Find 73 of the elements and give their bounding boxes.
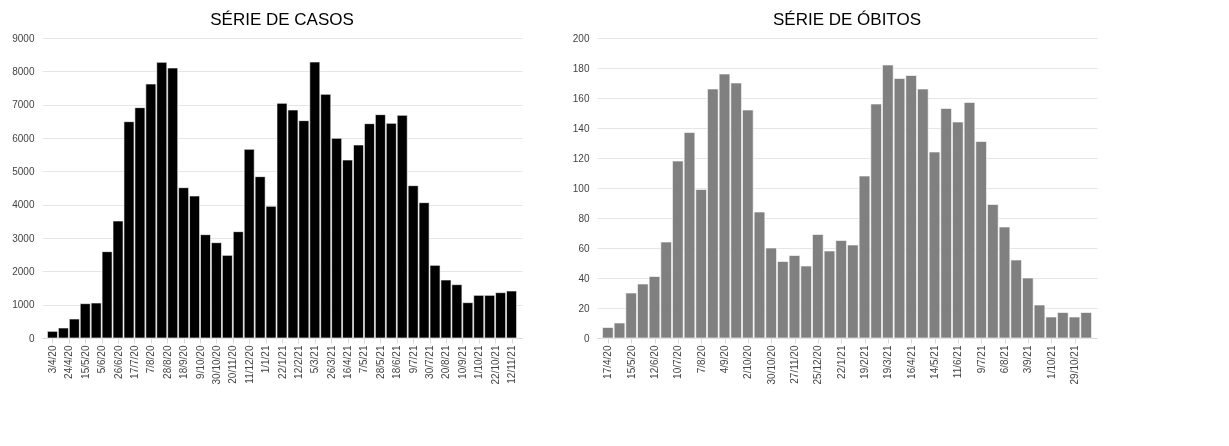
x-tick-label: 19/2/21 bbox=[859, 345, 870, 379]
x-tick-label: 28/8/20 bbox=[161, 345, 173, 379]
x-tick-label: 22/1/21 bbox=[276, 345, 288, 379]
y-tick-label: 40 bbox=[578, 272, 590, 284]
x-tick-label: 17/4/20 bbox=[602, 345, 614, 379]
y-tick-label: 160 bbox=[572, 92, 590, 104]
x-tick-label: 30/7/21 bbox=[424, 345, 436, 379]
x-tick-label: 7/5/21 bbox=[358, 345, 370, 374]
y-tick-label: 5000 bbox=[12, 165, 35, 177]
x-tick-label: 15/5/20 bbox=[79, 345, 91, 379]
y-tick-label: 60 bbox=[578, 242, 590, 254]
y-tick-label: 140 bbox=[572, 122, 590, 134]
y-tick-label: 2000 bbox=[12, 265, 35, 277]
chart-title: SÉRIE DE ÓBITOS bbox=[772, 10, 922, 29]
x-tick-label: 5/3/21 bbox=[309, 345, 321, 374]
y-tick-label: 9000 bbox=[12, 32, 35, 44]
x-tick-label: 11/6/21 bbox=[952, 345, 964, 379]
y-tick-label: 100 bbox=[572, 182, 590, 194]
x-tick-label: 20/8/21 bbox=[440, 345, 452, 379]
x-tick-label: 6/8/21 bbox=[999, 345, 1010, 374]
x-tick-label: 17/7/20 bbox=[128, 345, 140, 379]
y-tick-label: 0 bbox=[28, 332, 35, 344]
x-tick-label: 1/10/21 bbox=[473, 345, 485, 379]
x-tick-label: 22/10/21 bbox=[489, 345, 501, 385]
x-tick-label: 15/5/20 bbox=[625, 345, 637, 379]
x-tick-label: 7/8/20 bbox=[695, 345, 707, 374]
y-tick-label: 20 bbox=[578, 302, 590, 314]
y-tick-label: 1000 bbox=[12, 299, 35, 311]
y-tick-label: 4000 bbox=[12, 199, 35, 211]
x-tick-label: 7/8/20 bbox=[145, 345, 157, 374]
x-tick-label: 16/4/21 bbox=[905, 345, 917, 379]
x-tick-label: 4/9/20 bbox=[719, 345, 730, 374]
x-tick-label: 1/1/21 bbox=[260, 345, 272, 374]
x-tick-label: 12/11/21 bbox=[506, 345, 518, 384]
x-tick-label: 12/2/21 bbox=[292, 345, 304, 379]
x-tick-label: 1/10/21 bbox=[1045, 345, 1057, 379]
x-tick-label: 3/9/21 bbox=[1022, 345, 1034, 374]
x-tick-label: 12/6/20 bbox=[649, 345, 660, 379]
x-tick-label: 18/6/21 bbox=[391, 345, 403, 379]
x-tick-label: 30/10/20 bbox=[210, 345, 222, 385]
y-tick-label: 180 bbox=[572, 62, 590, 74]
x-tick-label: 25/12/20 bbox=[812, 345, 824, 385]
x-tick-label: 19/3/21 bbox=[882, 345, 894, 379]
x-tick-label: 26/3/21 bbox=[325, 345, 337, 379]
x-tick-label: 28/5/21 bbox=[374, 345, 386, 379]
y-tick-label: 6000 bbox=[12, 132, 35, 144]
x-tick-label: 14/5/21 bbox=[929, 345, 940, 379]
y-tick-label: 8000 bbox=[12, 65, 35, 77]
y-tick-label: 80 bbox=[578, 212, 590, 224]
x-tick-label: 9/7/21 bbox=[975, 345, 987, 374]
x-tick-label: 24/4/20 bbox=[63, 345, 75, 379]
chart-title: SÉRIE DE CASOS bbox=[210, 10, 354, 29]
y-tick-label: 0 bbox=[583, 332, 590, 344]
x-tick-label: 29/10/21 bbox=[1069, 345, 1080, 385]
x-tick-label: 11/12/20 bbox=[243, 345, 255, 384]
x-tick-label: 10/9/21 bbox=[456, 345, 468, 379]
x-tick-label: 9/7/21 bbox=[407, 345, 419, 374]
x-tick-label: 30/10/20 bbox=[765, 345, 777, 385]
x-tick-label: 27/11/20 bbox=[789, 345, 800, 384]
x-tick-label: 3/4/20 bbox=[46, 345, 58, 374]
x-tick-label: 9/10/20 bbox=[194, 345, 206, 379]
y-tick-label: 3000 bbox=[12, 232, 35, 244]
x-tick-label: 10/7/20 bbox=[672, 345, 684, 379]
x-tick-label: 2/10/20 bbox=[742, 345, 754, 379]
x-tick-label: 16/4/21 bbox=[342, 345, 354, 379]
x-tick-label: 18/9/20 bbox=[178, 345, 190, 379]
y-tick-label: 200 bbox=[572, 32, 590, 44]
x-tick-label: 22/1/21 bbox=[835, 345, 847, 379]
x-tick-label: 5/6/20 bbox=[96, 345, 108, 374]
y-tick-label: 120 bbox=[572, 152, 590, 164]
x-tick-label: 26/6/20 bbox=[112, 345, 124, 379]
y-tick-label: 7000 bbox=[12, 99, 35, 111]
x-tick-label: 20/11/20 bbox=[227, 345, 239, 384]
